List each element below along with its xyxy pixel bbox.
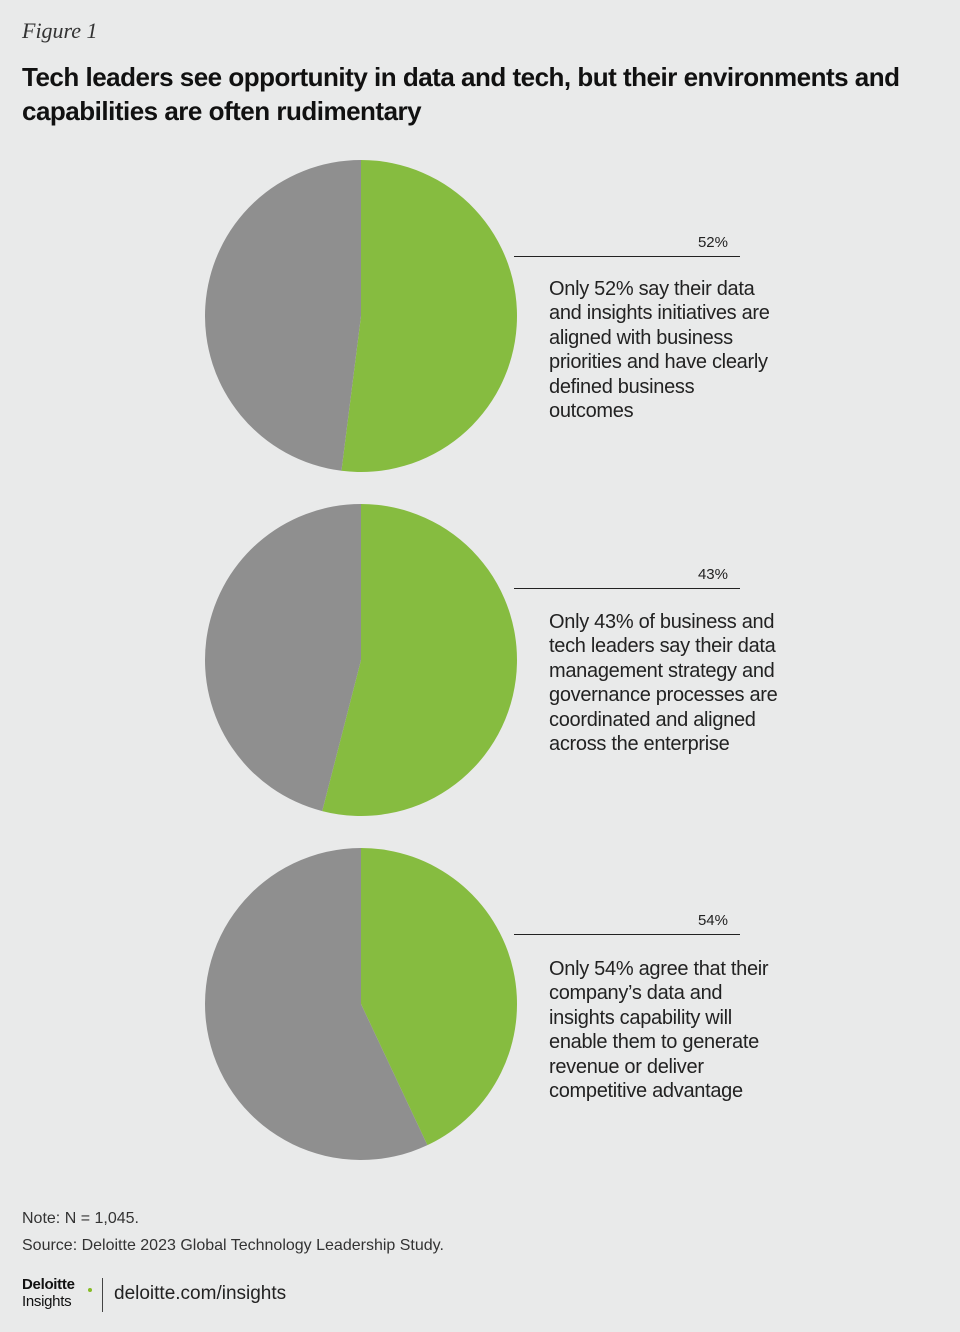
- pie-2-slice-remainder: [205, 504, 361, 812]
- brand-sub: Insights: [22, 1293, 72, 1310]
- pie-chart-1: [205, 160, 517, 472]
- brand-name: Deloitte: [22, 1276, 75, 1293]
- footer-url[interactable]: deloitte.com/insights: [114, 1283, 287, 1304]
- pie-1-leader-line: [514, 256, 740, 257]
- deloitte-insights-logo: Deloitte Insights: [22, 1276, 142, 1316]
- pie-1-slice-remainder: [205, 160, 361, 471]
- pie-block-3: 54% Only 54% agree that their company’s …: [0, 848, 960, 1160]
- pie-3-leader-line: [514, 934, 740, 935]
- pie-chart-3: [205, 848, 517, 1160]
- source-text: Source: Deloitte 2023 Global Technology …: [22, 1237, 444, 1254]
- pie-2-leader-line: [514, 588, 740, 589]
- pie-3-description: Only 54% agree that their company’s data…: [549, 958, 769, 1103]
- pie-1-slice-highlight: [341, 160, 517, 472]
- note-text: Note: N = 1,045.: [22, 1210, 139, 1227]
- pie-1-percentage-label: 52%: [697, 234, 728, 251]
- pie-block-1: 52% Only 52% say their data and insights…: [0, 160, 960, 472]
- pie-1-description: Only 52% say their data and insights ini…: [549, 278, 770, 423]
- pie-2-percentage-label: 43%: [697, 566, 728, 583]
- pie-3-percentage-label: 54%: [697, 912, 728, 929]
- figure-label: Figure 1: [22, 18, 98, 43]
- chart-title: Tech leaders see opportunity in data and…: [22, 62, 900, 126]
- brand-dot-icon: [88, 1288, 92, 1292]
- pie-3-slice-remainder: [205, 848, 428, 1160]
- pie-2-slice-highlight: [322, 504, 517, 816]
- footer-divider: [102, 1278, 103, 1312]
- pie-chart-2: [205, 504, 517, 816]
- pie-3-slice-highlight: [361, 848, 517, 1146]
- pie-block-2: 43% Only 43% of business and tech leader…: [0, 504, 960, 816]
- pie-2-description: Only 43% of business and tech leaders sa…: [549, 611, 778, 756]
